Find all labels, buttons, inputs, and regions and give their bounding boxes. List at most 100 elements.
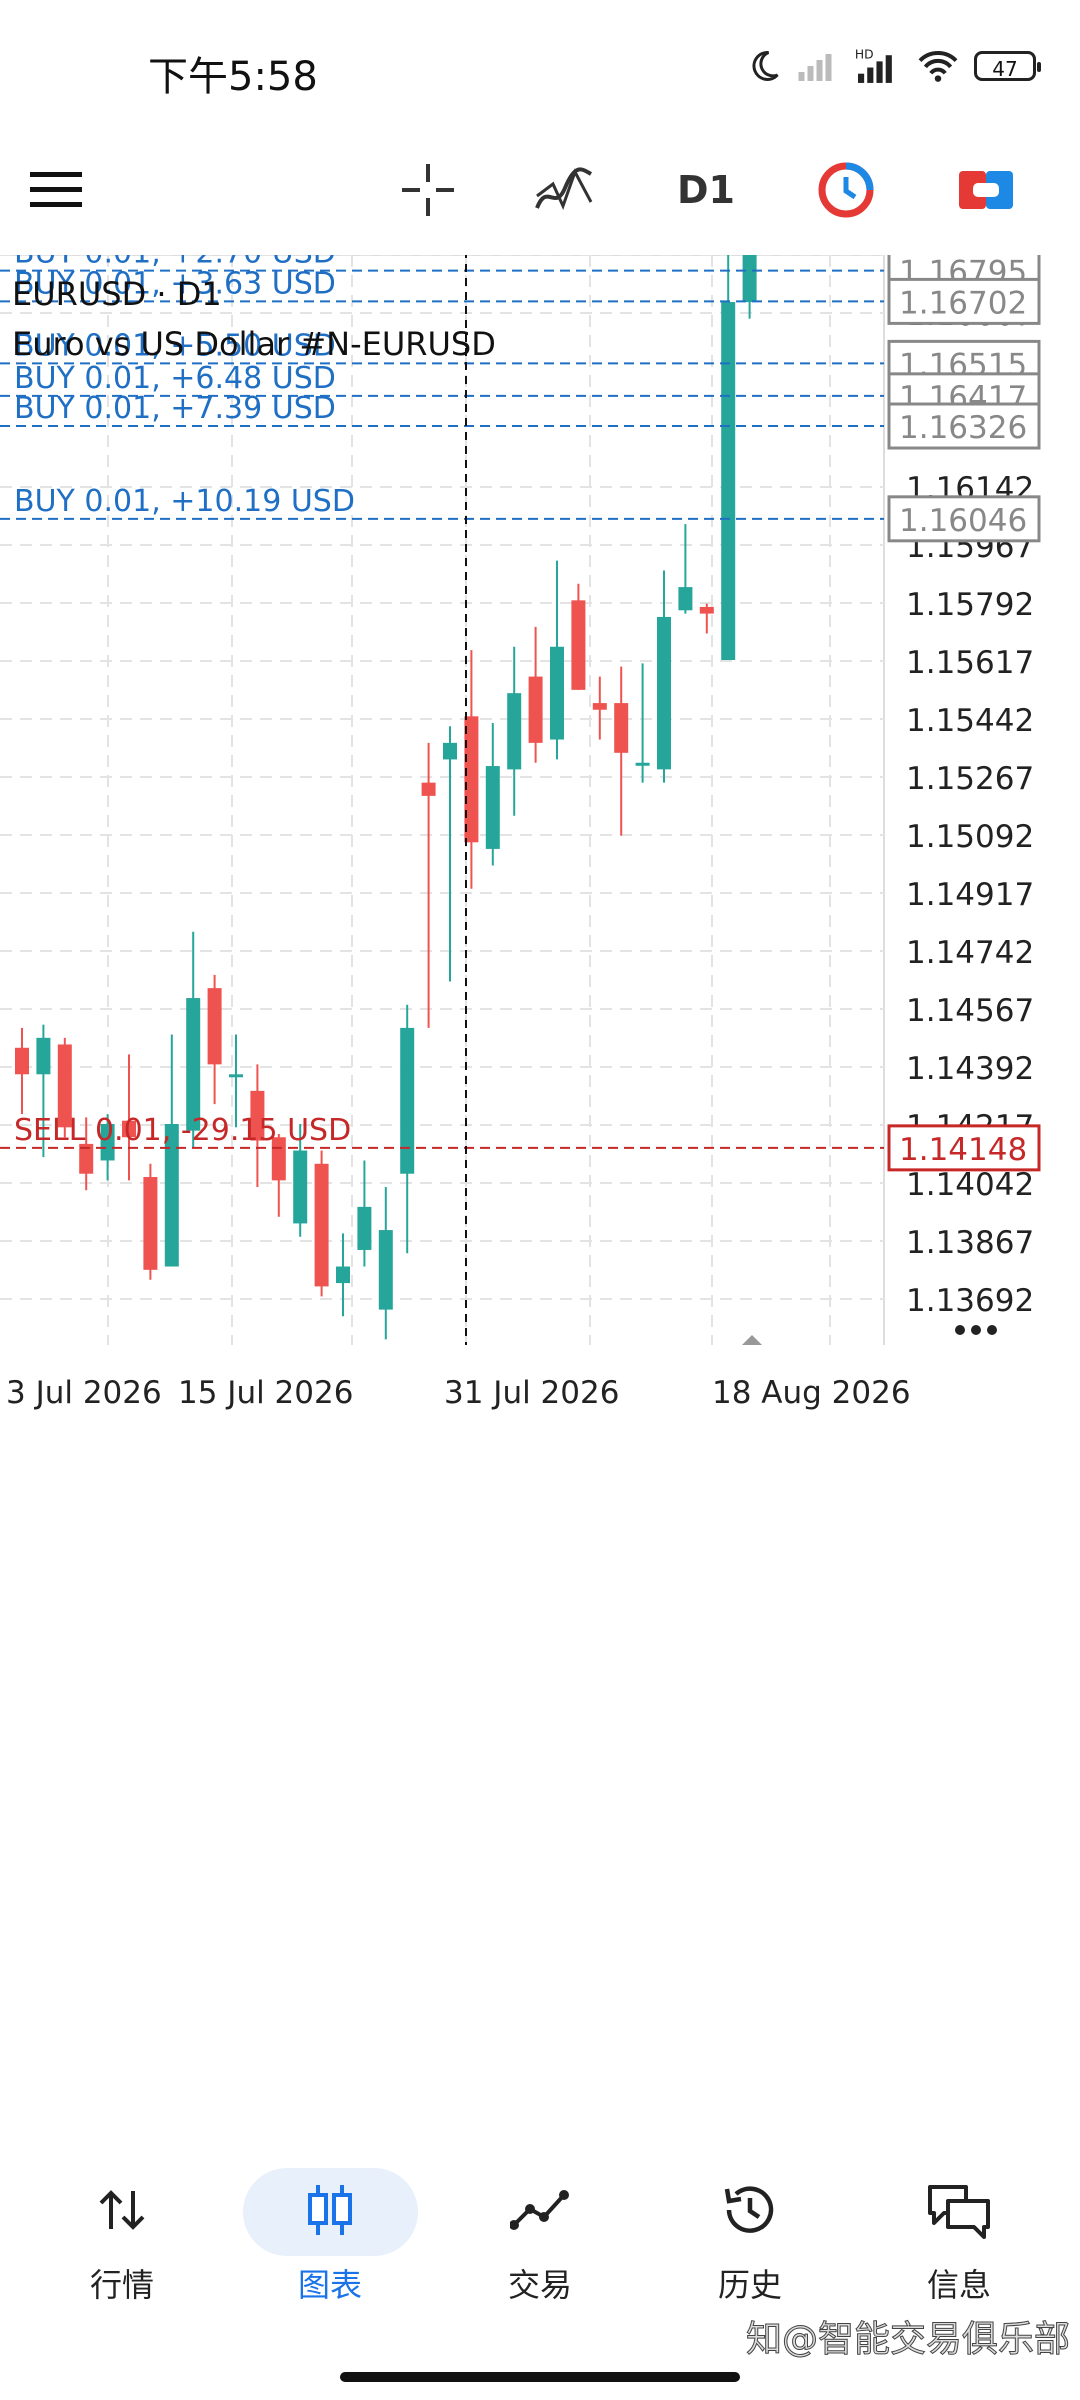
chart-type-button[interactable] (806, 150, 886, 230)
price-tick-label: 1.15092 (906, 819, 1034, 855)
crosshair-button[interactable] (388, 150, 468, 230)
indicators-button[interactable] (524, 150, 604, 230)
position-price-value: 1.14148 (899, 1132, 1027, 1168)
nav-quotes[interactable]: 行情 (37, 2170, 207, 2330)
position-label: BUY 0.01, +2.70 USD (14, 255, 336, 271)
status-time: 下午5:58 (148, 54, 318, 100)
position-label: BUY 0.01, +3.63 USD (14, 266, 336, 301)
price-tick-label: 1.13867 (906, 1225, 1034, 1261)
candle-body (400, 1027, 415, 1174)
position-label: SELL 0.01, -29.15 USD (14, 1113, 351, 1148)
candle-body (528, 676, 543, 743)
nav-label-history: 历史 (717, 2266, 782, 2304)
timeframe-label: D1 (677, 168, 735, 212)
nav-label-charts: 图表 (297, 2266, 362, 2304)
price-tick-label: 1.14742 (906, 935, 1034, 971)
position-price-tag (887, 495, 1041, 543)
messages-icon (928, 2185, 990, 2239)
more-dots-icon[interactable] (971, 1325, 981, 1335)
candle-body (592, 703, 607, 710)
nav-charts[interactable]: 图表 (245, 2170, 415, 2330)
timeframe-button[interactable]: D1 (666, 150, 746, 230)
bottom-navigation: 行情 图表 交易 历史 信息 (0, 2150, 1080, 2350)
signal-weak-icon (798, 54, 832, 81)
nav-label-messages: 信息 (926, 2266, 991, 2304)
more-dots-icon[interactable] (955, 1325, 965, 1335)
chart-type-icon (818, 162, 874, 218)
candle-body (678, 587, 693, 611)
nav-history[interactable]: 历史 (665, 2170, 835, 2330)
candle-body (378, 1230, 393, 1310)
chart-symbol-description: Euro vs US Dollar #N-EURUSD (12, 325, 496, 363)
candle-body (15, 1047, 29, 1075)
position-label: BUY 0.01, +5.50 USD (14, 328, 336, 363)
price-tick-label: 1.14392 (906, 1051, 1034, 1087)
candle-body (507, 693, 522, 770)
price-tick-label: 1.15442 (906, 703, 1034, 739)
wifi-icon (918, 51, 958, 82)
crosshair-icon (402, 164, 454, 216)
position-label: BUY 0.01, +7.39 USD (14, 391, 336, 426)
position-label: BUY 0.01, +6.48 USD (14, 361, 336, 396)
time-tick-label: 18 Aug 2026 (712, 1375, 911, 1411)
battery-indicator: 47 (974, 51, 1041, 81)
menu-button[interactable] (16, 150, 96, 230)
shift-marker (742, 1335, 762, 1345)
chart-symbol-header: EURUSD · D1 (12, 275, 222, 313)
price-tick-label: 1.13692 (906, 1283, 1034, 1319)
trade-graph-icon (510, 2190, 569, 2230)
price-tick-label: 1.14917 (906, 877, 1034, 913)
position-label: BUY 0.01, +10.19 USD (14, 484, 355, 519)
nav-label-trade: 交易 (507, 2266, 572, 2304)
candle-body (57, 1044, 72, 1128)
candle-body (229, 1074, 243, 1078)
watermark: 知@智能交易俱乐部 (745, 2319, 1070, 2361)
candle-body (357, 1206, 372, 1250)
position-price-tag (887, 402, 1041, 450)
nav-trade[interactable]: 交易 (455, 2170, 625, 2330)
candle-body (100, 1124, 115, 1161)
hamburger-menu-icon (30, 172, 82, 207)
chart-canvas[interactable]: 1.168421.166671.161421.159671.157921.156… (0, 255, 1080, 2085)
candle-body (657, 616, 671, 770)
time-tick-label: 31 Jul 2026 (444, 1375, 619, 1411)
chart-candles-icon (308, 2185, 352, 2235)
candle-body (721, 302, 736, 661)
candle-body (79, 1143, 94, 1174)
quotes-arrows-icon (99, 2190, 145, 2230)
time-tick-label: 15 Jul 2026 (178, 1375, 353, 1411)
candle-body (207, 988, 222, 1065)
nav-messages[interactable]: 信息 (874, 2170, 1044, 2330)
candle-body (336, 1266, 350, 1284)
candle-body (742, 255, 757, 303)
chart-toolbar: D1 (0, 130, 1080, 250)
home-indicator[interactable] (340, 2372, 740, 2382)
candle-body (464, 716, 479, 843)
trade-button[interactable] (946, 150, 1026, 230)
candle-body (699, 606, 714, 614)
candle-body (485, 766, 500, 849)
svg-text:HD: HD (855, 47, 874, 61)
candle-body (293, 1150, 308, 1224)
position-price-tag (887, 1124, 1041, 1172)
candle-body (143, 1177, 158, 1270)
candle-body (550, 646, 564, 740)
moon-icon (752, 50, 779, 81)
candle-body (36, 1037, 51, 1075)
price-chart[interactable]: 1.168421.166671.161421.159671.157921.156… (0, 255, 1080, 2085)
position-price-tag (887, 277, 1041, 325)
active-tab-highlight (243, 2168, 418, 2256)
nav-label-quotes: 行情 (89, 2266, 154, 2304)
trade-icon (959, 171, 1013, 209)
price-tick-label: 1.15792 (906, 587, 1034, 623)
indicators-icon (535, 167, 593, 211)
time-tick-label: 3 Jul 2026 (6, 1375, 162, 1411)
candle-body (421, 782, 436, 796)
more-dots-icon[interactable] (987, 1325, 997, 1335)
position-price-value: 1.16326 (899, 410, 1027, 446)
candle-body (122, 1120, 136, 1138)
price-tick-label: 1.15617 (906, 645, 1034, 681)
candle-body (314, 1163, 329, 1287)
position-price-value: 1.16702 (899, 285, 1027, 321)
status-bar: 下午5:58 HD 47 (0, 0, 1080, 130)
